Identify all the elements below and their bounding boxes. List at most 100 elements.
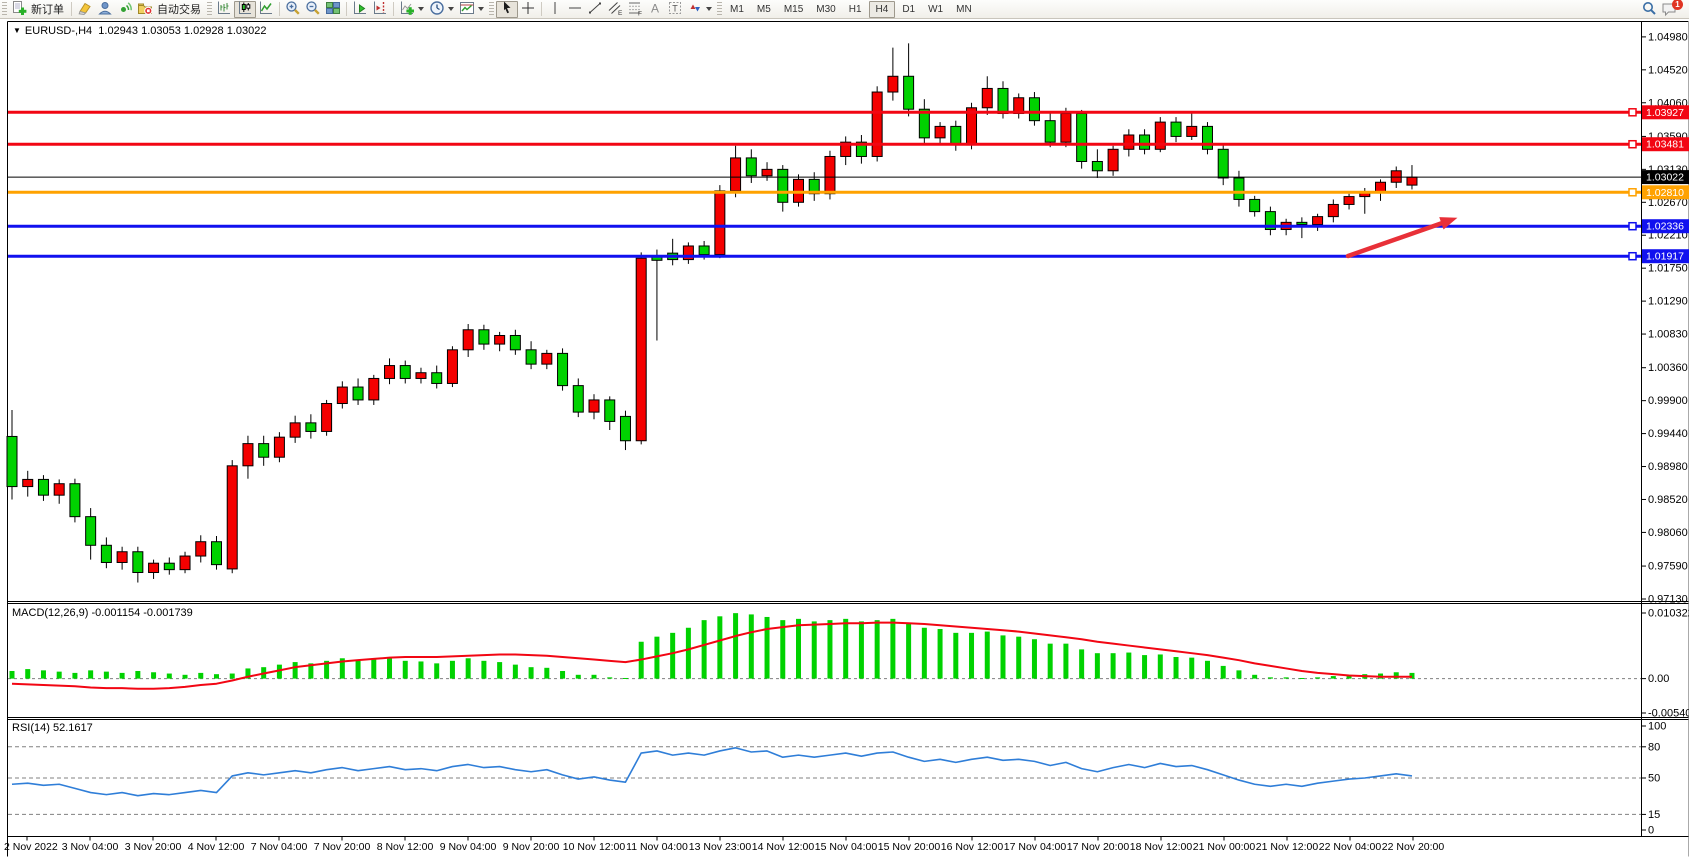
macd-histogram-bar: [166, 673, 172, 679]
macd-histogram-bar: [449, 660, 455, 679]
tab-timeframe-MN[interactable]: MN: [956, 3, 972, 15]
price-axis-label: 1.04520: [1648, 64, 1688, 76]
crosshair-tool-button[interactable]: [518, 1, 538, 18]
fibonacci-icon: F: [627, 0, 643, 19]
arrows-dropdown-caret[interactable]: [706, 7, 712, 11]
equidistant-channel-tool-button[interactable]: E: [605, 1, 625, 18]
vertical-line-tool-button[interactable]: [545, 1, 565, 18]
macd-histogram-bar: [135, 670, 141, 679]
macd-histogram-bar: [1016, 636, 1022, 679]
auto-scroll-button[interactable]: [350, 1, 370, 18]
periods-button[interactable]: [427, 0, 457, 18]
candle-up: [1186, 125, 1198, 137]
arrows-icon: [687, 0, 703, 19]
price-line-badge: [1642, 219, 1689, 234]
line-handle: [1628, 251, 1637, 261]
tab-timeframe-D1[interactable]: D1: [902, 3, 916, 15]
candle-down: [6, 435, 18, 488]
fibonacci-tool-button[interactable]: F: [625, 1, 645, 18]
indicators-dropdown-caret[interactable]: [418, 7, 424, 11]
chart-collapse-icon[interactable]: ▼: [13, 26, 21, 35]
trend-arrow-annotation[interactable]: [1345, 217, 1458, 259]
text-tool-button[interactable]: A: [645, 1, 665, 18]
signals-button[interactable]: [115, 1, 135, 18]
price-line-badge: [1642, 105, 1689, 120]
macd-histogram-bar: [40, 670, 46, 679]
candle-up: [226, 465, 238, 570]
macd-axis-label: -0.005408: [1648, 708, 1689, 720]
bar-chart-button[interactable]: [214, 1, 234, 18]
price-axis-label: 1.00360: [1648, 362, 1688, 374]
candle-up: [179, 555, 191, 571]
rsi-line: [11, 747, 1413, 797]
cursor-tool-button[interactable]: [496, 0, 518, 18]
candle-up: [321, 403, 333, 432]
text-label-tool-button[interactable]: T: [665, 1, 685, 18]
candle-up: [1312, 216, 1324, 225]
macd-histogram-bar: [1393, 672, 1399, 679]
signal-icon: [117, 0, 133, 19]
tab-timeframe-M5[interactable]: M5: [756, 3, 771, 15]
tab-timeframe-M15[interactable]: M15: [783, 3, 804, 15]
candle-down: [918, 108, 930, 139]
tab-timeframe-W1[interactable]: W1: [928, 3, 944, 15]
time-axis-label: 8 Nov 12:00: [377, 841, 434, 853]
chart-shift-button[interactable]: [370, 1, 390, 18]
tab-timeframe-M1[interactable]: M1: [730, 3, 744, 15]
template-icon: [459, 0, 475, 19]
periods-dropdown-caret[interactable]: [448, 7, 454, 11]
timeframe-group: M1 M5 M15 M30 H1 H4 D1 W1 MN: [724, 0, 978, 18]
candle-up: [116, 551, 128, 563]
text-a-icon: A: [647, 0, 663, 19]
candle-down: [1076, 113, 1088, 162]
candle-down: [745, 157, 757, 177]
toolbar-grip: [489, 2, 494, 16]
macd-histogram-bar: [324, 660, 330, 679]
svg-text:E: E: [618, 10, 623, 16]
macd-histogram-bar: [434, 663, 440, 679]
macd-histogram-bar: [780, 620, 786, 679]
line-chart-button[interactable]: [256, 1, 276, 18]
new-order-button[interactable]: 新订单: [9, 0, 68, 18]
indicators-add-icon: [399, 0, 415, 19]
zoom-out-button[interactable]: [303, 0, 323, 18]
rsi-panel: 100 80 50 15 0: [8, 721, 1666, 837]
arrows-tool-button[interactable]: [685, 1, 715, 18]
notifications-button[interactable]: 1: [1659, 0, 1683, 18]
time-axis-label: 15 Nov 20:00: [878, 841, 941, 853]
macd-histogram-bar: [1220, 665, 1226, 679]
macd-histogram-bar: [796, 618, 801, 679]
trendline-tool-button[interactable]: [585, 1, 605, 18]
candle-down: [572, 385, 584, 413]
macd-histogram-bar: [88, 670, 94, 679]
search-button[interactable]: [1639, 1, 1659, 18]
macd-signal-line: [11, 621, 1412, 690]
templates-button[interactable]: [457, 1, 487, 18]
macd-histogram-bar: [387, 657, 393, 679]
publisher-button[interactable]: [95, 1, 115, 18]
highlighter-button[interactable]: [75, 1, 95, 18]
auto-trading-button[interactable]: 自动交易: [135, 1, 205, 18]
indicators-button[interactable]: [397, 1, 427, 18]
tab-timeframe-M30[interactable]: M30: [816, 3, 836, 15]
candle-down: [1249, 198, 1261, 213]
candlestick-chart-button[interactable]: [234, 0, 256, 18]
zoom-in-button[interactable]: [283, 0, 303, 18]
price-line-badge-label: 1.03927: [1646, 107, 1684, 119]
line-handle: [1628, 221, 1637, 231]
candle-down: [85, 516, 97, 546]
candle-down: [1201, 125, 1213, 150]
horizontal-line-tool-button[interactable]: [565, 1, 585, 18]
candle-down: [163, 562, 175, 571]
macd-histogram-bar: [858, 621, 864, 679]
tile-windows-button[interactable]: [323, 1, 343, 18]
tab-timeframe-H1[interactable]: H1: [848, 3, 862, 15]
macd-panel: 0.010322 0.00 -0.005408: [8, 608, 1689, 720]
templates-dropdown-caret[interactable]: [478, 7, 484, 11]
macd-axis-label: 0.00: [1648, 673, 1669, 685]
price-line-badge: [1642, 137, 1689, 152]
tab-timeframe-H4[interactable]: H4: [868, 0, 896, 18]
time-axis-label: 21 Nov 00:00: [1193, 841, 1256, 853]
macd-histogram-bar: [654, 636, 660, 679]
